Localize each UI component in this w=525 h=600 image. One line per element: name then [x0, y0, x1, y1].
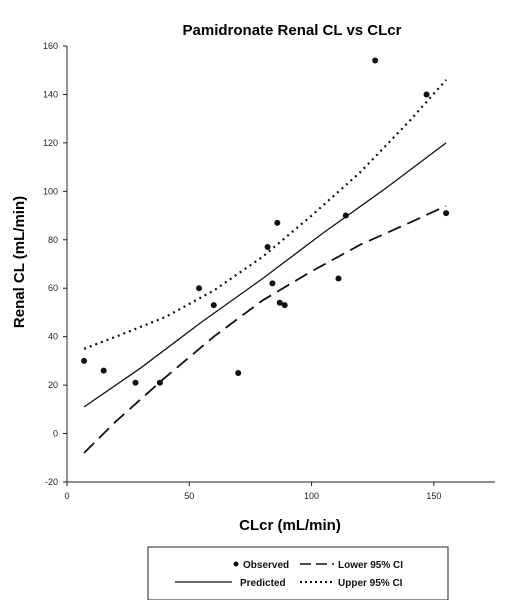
observed-point — [210, 302, 217, 309]
x-axis-label: CLcr (mL/min) — [239, 517, 341, 534]
observed-point — [81, 357, 88, 364]
y-tick-label: 140 — [43, 89, 58, 99]
observed-point — [423, 91, 430, 98]
observed-point — [281, 302, 288, 309]
x-tick-label: 100 — [304, 491, 319, 501]
observed-point — [100, 367, 107, 374]
lower-95-ci-line — [83, 205, 447, 454]
observed-point — [443, 210, 450, 217]
y-tick-label: 120 — [43, 138, 58, 148]
y-ticks: -20 0 20 40 60 80 100 120 140 160 — [43, 41, 67, 487]
legend-predicted-label: Predicted — [240, 578, 286, 589]
legend-lower-label: Lower 95% CI — [338, 560, 403, 571]
observed-point — [372, 57, 379, 64]
x-tick-label: 150 — [426, 491, 441, 501]
x-tick-label: 0 — [64, 491, 69, 501]
legend-observed-marker — [233, 561, 239, 567]
y-tick-label: 0 — [53, 429, 58, 439]
observed-point — [274, 219, 281, 226]
observed-point — [196, 285, 203, 292]
observed-point — [132, 379, 139, 386]
observed-point — [264, 244, 271, 251]
y-tick-label: 40 — [48, 332, 58, 342]
observed-point — [276, 299, 283, 306]
x-ticks: 0 50 100 150 — [64, 482, 441, 501]
observed-point — [335, 275, 342, 282]
upper-95-ci-line — [83, 79, 447, 350]
legend-observed-label: Observed — [243, 560, 289, 571]
legend: Observed Predicted Lower 95% CI Upper 95… — [147, 546, 449, 600]
y-tick-label: 100 — [43, 186, 58, 196]
y-tick-label: 80 — [48, 235, 58, 245]
observed-point — [235, 370, 242, 376]
y-axis-label: Renal CL (mL/min) — [11, 196, 28, 328]
chart-title: Pamidronate Renal CL vs CLcr — [183, 22, 402, 39]
y-tick-label: 160 — [43, 41, 58, 51]
observed-point — [342, 212, 349, 219]
y-tick-label: 20 — [48, 380, 58, 390]
observed-point — [269, 280, 276, 287]
y-tick-label: 60 — [48, 283, 58, 293]
legend-box — [147, 546, 449, 600]
series-layer — [81, 57, 450, 454]
plot-frame — [66, 46, 495, 483]
predicted-line — [83, 142, 447, 408]
legend-upper-label: Upper 95% CI — [338, 578, 403, 589]
x-tick-label: 50 — [184, 491, 194, 501]
y-tick-label: -20 — [45, 477, 58, 487]
